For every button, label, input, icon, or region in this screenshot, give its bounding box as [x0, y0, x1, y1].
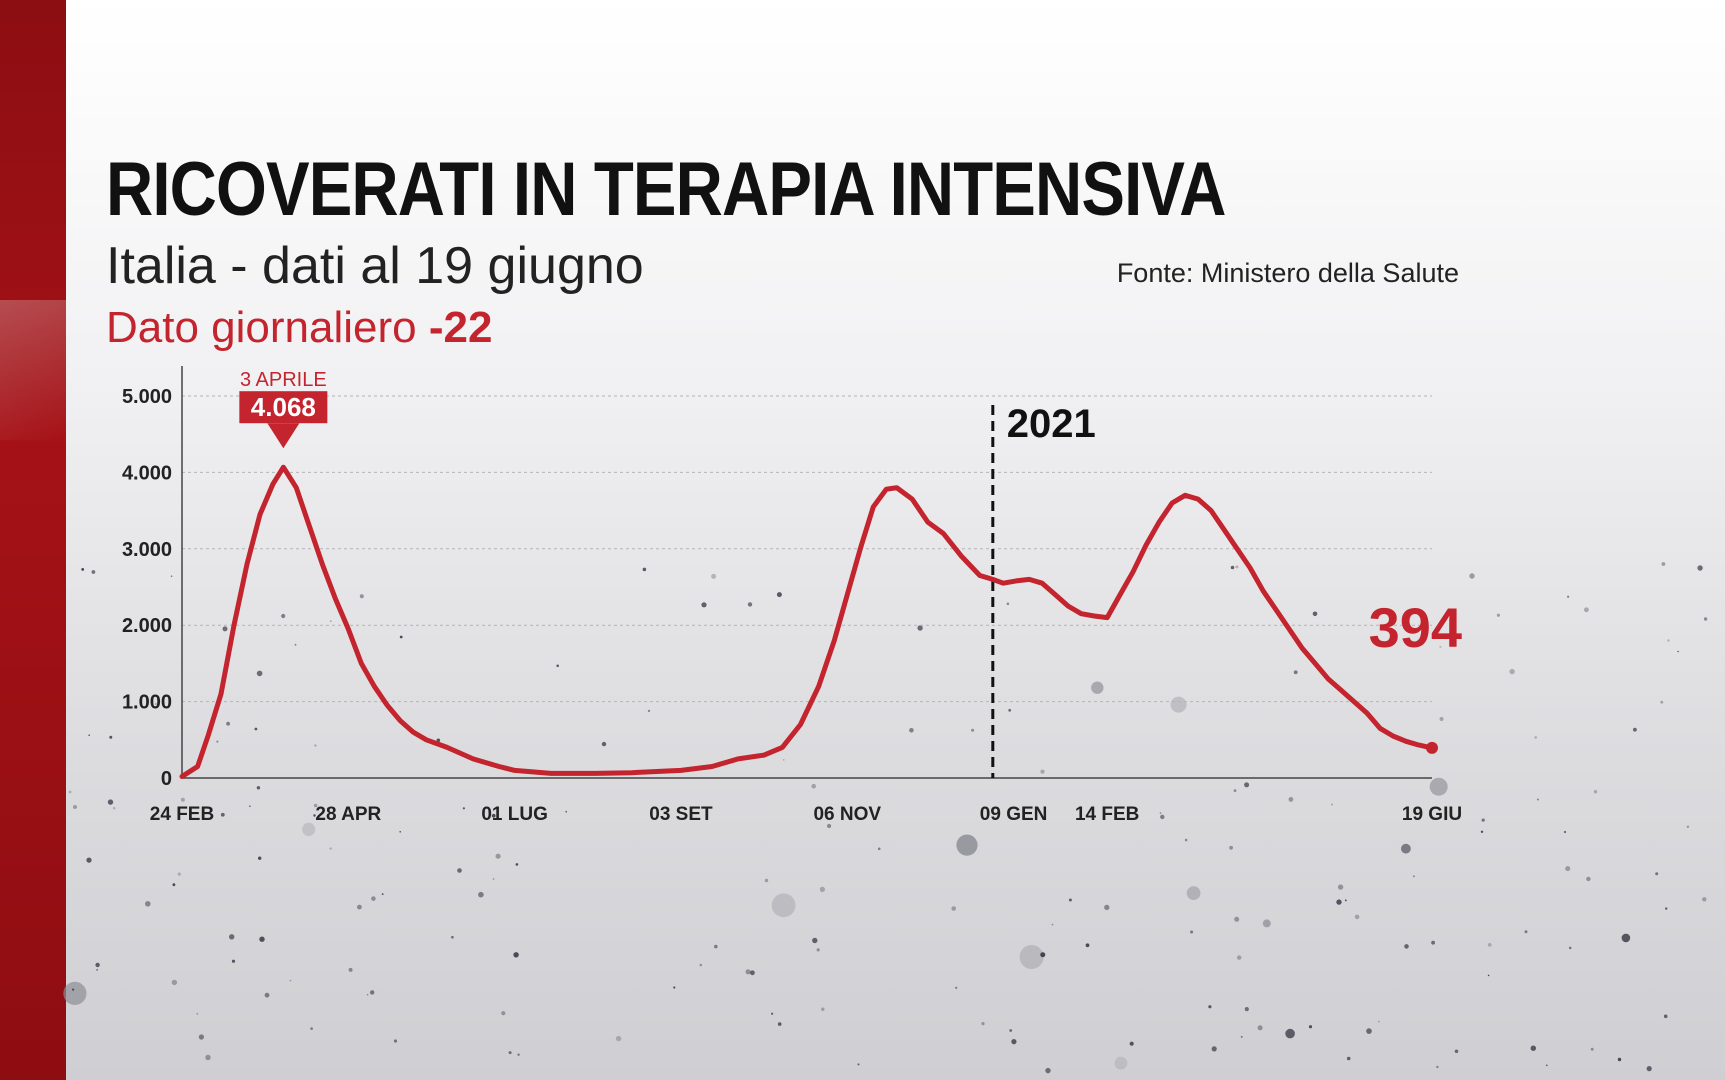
y-tick-label: 1.000 — [122, 692, 172, 714]
chart-title: RICOVERATI IN TERAPIA INTENSIVA — [106, 147, 1226, 232]
y-tick-label: 2.000 — [122, 615, 172, 637]
chart-subtitle: Italia - dati al 19 giugno — [106, 237, 644, 295]
x-tick-label: 14 FEB — [1075, 804, 1139, 825]
x-tick-label: 24 FEB — [150, 804, 214, 825]
daily-change-label: Dato giornaliero — [106, 303, 417, 352]
grid-lines — [182, 395, 1432, 703]
end-value-label: 394 — [1369, 596, 1462, 659]
x-tick-label: 01 LUG — [481, 804, 548, 825]
x-tick-label: 06 NOV — [813, 804, 881, 825]
x-tick-label: 09 GEN — [980, 804, 1048, 825]
peak-value-box — [239, 391, 328, 424]
daily-change-value: -22 — [428, 303, 493, 352]
y-tick-labels: 0 1.000 2.000 3.000 4.000 5.000 — [122, 386, 172, 790]
y-tick-label: 3.000 — [122, 539, 172, 561]
x-tick-label: 19 GIU — [1402, 804, 1462, 825]
source-note: Fonte: Ministero della Salute — [1116, 258, 1459, 288]
y-tick-label: 4.000 — [122, 462, 172, 484]
y-tick-label: 0 — [161, 768, 172, 790]
x-tick-label: 28 APR — [315, 804, 381, 825]
peak-date-label: 3 APRILE — [240, 369, 327, 391]
left-accent-band — [0, 0, 66, 1080]
y-tick-label: 5.000 — [122, 386, 172, 408]
peak-value-label: 4.068 — [251, 392, 316, 422]
series-line-icu-patients — [179, 464, 1435, 779]
band-sheen — [0, 300, 66, 440]
peak-arrow-icon — [267, 423, 300, 449]
x-tick-labels: 24 FEB 28 APR 01 LUG 03 SET 06 NOV 09 GEN 14 F… — [150, 804, 1462, 825]
peak-annotation: 3 APRILE 4.068 — [239, 369, 328, 449]
x-tick-label: 03 SET — [649, 804, 713, 825]
daily-change: Dato giornaliero -22 — [106, 303, 492, 353]
year-divider-label: 2021 — [1007, 402, 1096, 446]
end-point-marker — [1426, 741, 1438, 754]
